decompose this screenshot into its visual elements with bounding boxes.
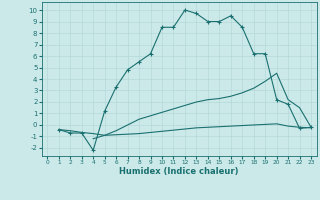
X-axis label: Humidex (Indice chaleur): Humidex (Indice chaleur) xyxy=(119,167,239,176)
